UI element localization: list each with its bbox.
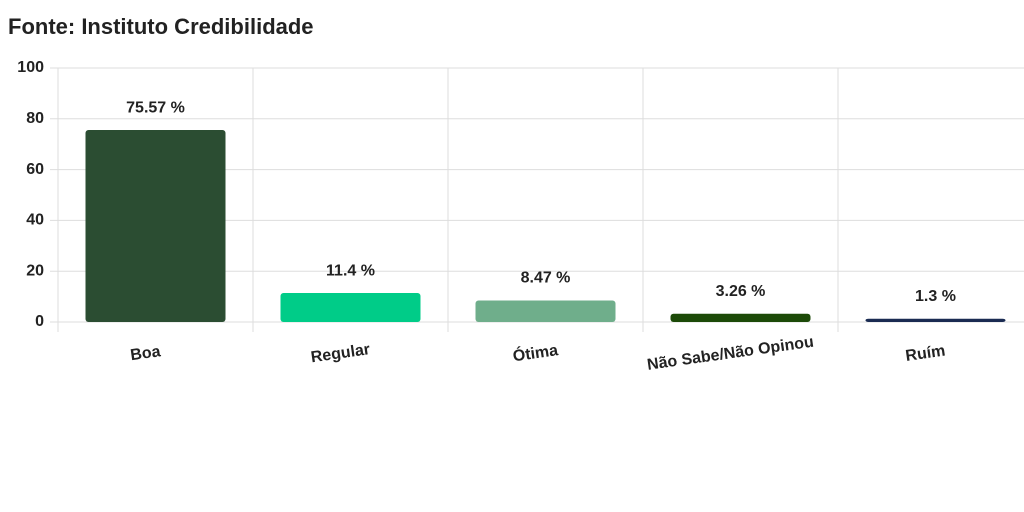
x-tick-label: Ruím [904,343,946,365]
y-tick-label: 100 [17,59,44,76]
y-tick-label: 60 [26,161,44,178]
bar [85,130,226,322]
data-label: 75.57 % [126,99,185,116]
bar [280,293,421,322]
x-tick-label: Ótima [512,340,560,365]
x-tick-label: Não Sabe/Não Opinou [646,334,815,374]
x-tick-label: Regular [310,341,371,366]
y-tick-label: 80 [26,110,44,127]
y-tick-label: 0 [35,313,44,330]
x-tick-label: Boa [129,343,161,364]
data-label: 8.47 % [521,270,571,287]
bar [475,300,616,322]
data-label: 11.4 % [326,262,375,279]
y-tick-label: 20 [26,262,44,279]
chart-title: Fonte: Instituto Credibilidade [8,14,314,39]
bar [670,313,811,322]
data-label: 3.26 % [716,283,766,300]
y-tick-label: 40 [26,212,44,229]
bar [865,318,1006,322]
data-label: 1.3 % [915,288,956,305]
